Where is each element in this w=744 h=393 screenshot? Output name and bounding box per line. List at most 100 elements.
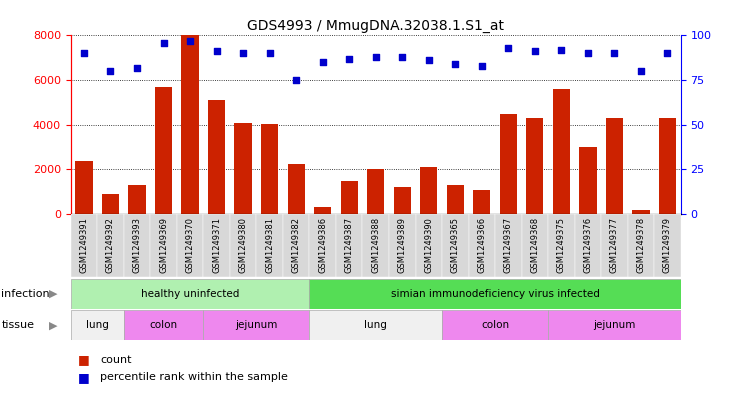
Bar	[230, 214, 257, 277]
Bar	[389, 214, 415, 277]
Point	[556, 46, 568, 53]
Text: percentile rank within the sample: percentile rank within the sample	[100, 372, 289, 382]
Bar	[287, 164, 305, 214]
Bar	[553, 89, 570, 214]
Text: colon: colon	[150, 320, 178, 330]
Text: ■: ■	[78, 371, 90, 384]
Point	[78, 50, 90, 56]
Bar	[234, 123, 251, 214]
Bar	[654, 214, 681, 277]
Bar	[548, 214, 574, 277]
Text: GSM1249379: GSM1249379	[663, 217, 672, 273]
Point	[582, 50, 594, 56]
Bar	[632, 210, 650, 214]
Bar	[314, 208, 331, 214]
Point	[131, 64, 143, 71]
Bar	[129, 185, 146, 214]
Bar	[261, 124, 278, 214]
Point	[317, 59, 329, 65]
Text: healthy uninfected: healthy uninfected	[141, 289, 240, 299]
Text: ▶: ▶	[49, 320, 58, 330]
Bar	[203, 310, 310, 340]
Text: GSM1249392: GSM1249392	[106, 217, 115, 273]
Text: jejunum: jejunum	[235, 320, 278, 330]
Bar	[500, 114, 517, 214]
Bar	[310, 279, 681, 309]
Text: GSM1249382: GSM1249382	[292, 217, 301, 273]
Point	[423, 57, 434, 64]
Bar	[310, 310, 442, 340]
Bar	[420, 167, 437, 214]
Bar	[283, 214, 310, 277]
Text: jejunum: jejunum	[593, 320, 635, 330]
Bar	[71, 279, 310, 309]
Bar	[124, 310, 203, 340]
Text: GSM1249367: GSM1249367	[504, 217, 513, 274]
Bar	[341, 181, 358, 214]
Text: GSM1249371: GSM1249371	[212, 217, 221, 273]
Text: GSM1249378: GSM1249378	[636, 217, 646, 274]
Text: GSM1249387: GSM1249387	[344, 217, 353, 274]
Bar	[177, 214, 203, 277]
Bar	[526, 118, 543, 214]
Bar	[150, 214, 177, 277]
Point	[635, 68, 647, 74]
Bar	[442, 214, 469, 277]
Point	[609, 50, 620, 56]
Text: infection: infection	[1, 289, 50, 299]
Bar	[71, 214, 97, 277]
Bar	[367, 169, 385, 214]
Text: colon: colon	[481, 320, 509, 330]
Bar	[659, 118, 676, 214]
Bar	[628, 214, 654, 277]
Bar	[606, 118, 623, 214]
Text: GSM1249390: GSM1249390	[424, 217, 433, 273]
Bar	[548, 310, 681, 340]
Point	[158, 39, 170, 46]
Text: ■: ■	[78, 353, 90, 366]
Point	[290, 77, 302, 83]
Point	[529, 48, 541, 55]
Text: GSM1249368: GSM1249368	[530, 217, 539, 274]
Point	[184, 38, 196, 44]
Text: GSM1249365: GSM1249365	[451, 217, 460, 273]
Text: GSM1249381: GSM1249381	[265, 217, 274, 273]
Bar	[473, 189, 490, 214]
Bar	[601, 214, 628, 277]
Text: GSM1249370: GSM1249370	[185, 217, 194, 273]
Text: GSM1249380: GSM1249380	[239, 217, 248, 273]
Bar	[495, 214, 522, 277]
Text: lung: lung	[365, 320, 387, 330]
Text: GSM1249377: GSM1249377	[610, 217, 619, 274]
Text: GSM1249369: GSM1249369	[159, 217, 168, 273]
Bar	[75, 160, 92, 214]
Text: count: count	[100, 354, 132, 365]
Bar	[469, 214, 495, 277]
Point	[104, 68, 116, 74]
Bar	[124, 214, 150, 277]
Text: GSM1249389: GSM1249389	[398, 217, 407, 273]
Point	[502, 45, 514, 51]
Bar	[362, 214, 389, 277]
Text: GSM1249393: GSM1249393	[132, 217, 141, 273]
Bar	[574, 214, 601, 277]
Bar	[310, 214, 336, 277]
Bar	[394, 187, 411, 214]
Title: GDS4993 / MmugDNA.32038.1.S1_at: GDS4993 / MmugDNA.32038.1.S1_at	[247, 19, 504, 33]
Bar	[97, 214, 124, 277]
Bar	[580, 147, 597, 214]
Text: tissue: tissue	[1, 320, 34, 330]
Bar	[182, 35, 199, 214]
Bar	[442, 310, 548, 340]
Text: GSM1249376: GSM1249376	[583, 217, 592, 274]
Point	[661, 50, 673, 56]
Text: GSM1249391: GSM1249391	[80, 217, 89, 273]
Point	[449, 61, 461, 67]
Bar	[203, 214, 230, 277]
Text: GSM1249375: GSM1249375	[557, 217, 566, 273]
Text: GSM1249386: GSM1249386	[318, 217, 327, 274]
Text: GSM1249388: GSM1249388	[371, 217, 380, 274]
Bar	[522, 214, 548, 277]
Bar	[415, 214, 442, 277]
Point	[237, 50, 249, 56]
